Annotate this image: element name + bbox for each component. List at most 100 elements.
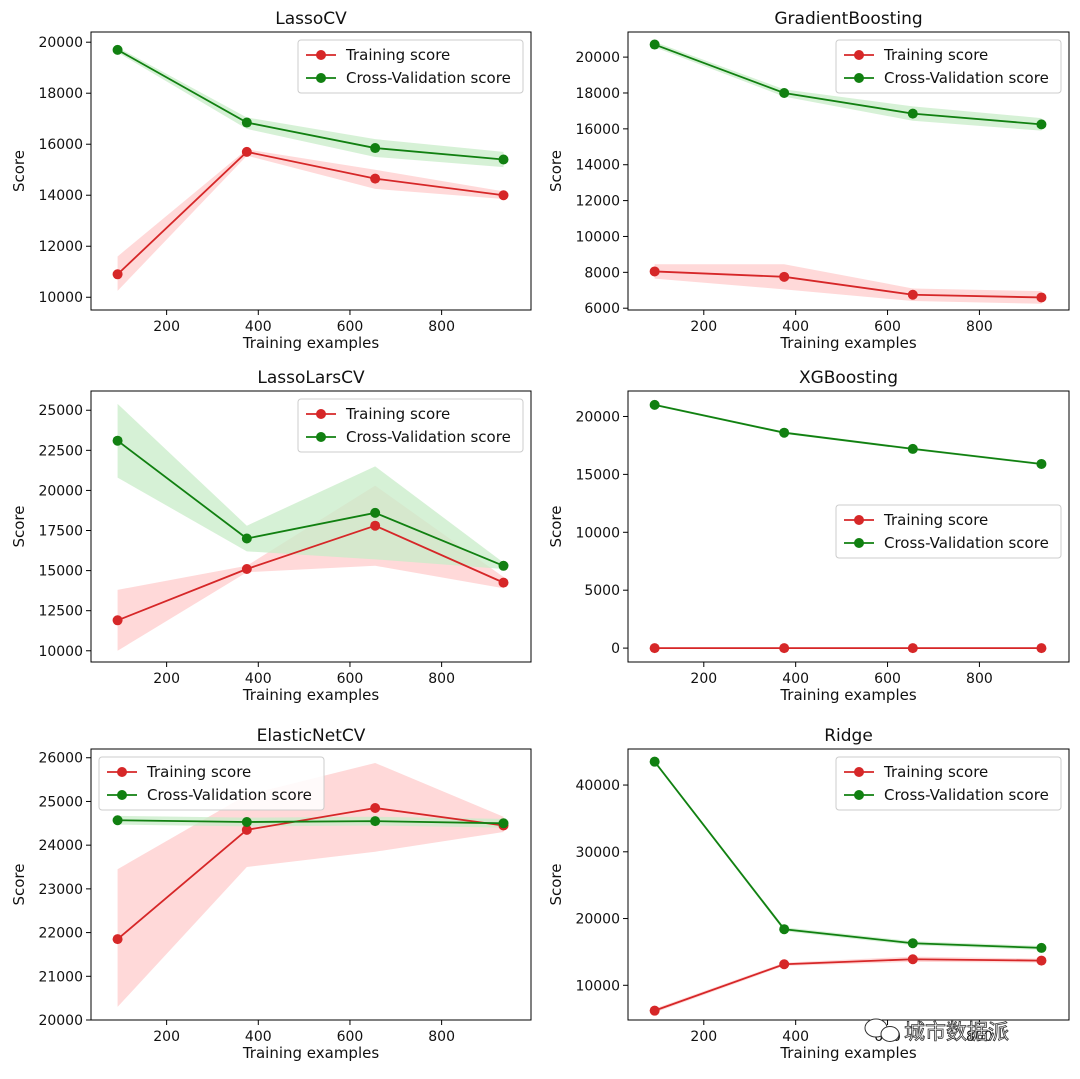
legend-label: Training score <box>883 46 988 64</box>
x-tick-label: 200 <box>153 319 180 335</box>
y-tick-label: 22000 <box>38 926 83 942</box>
x-axis-label: Training examples <box>779 334 917 352</box>
y-tick-label: 15000 <box>575 467 620 483</box>
watermark: 城市数据派 <box>864 1018 1009 1044</box>
x-tick-label: 200 <box>690 671 717 687</box>
legend-box <box>835 504 1062 559</box>
y-tick-label: 10000 <box>38 290 83 306</box>
point-cross-validation-score <box>907 108 918 119</box>
band-cross-validation-score <box>654 403 1042 466</box>
y-tick-label: 10000 <box>575 978 620 994</box>
y-tick-label: 22500 <box>38 443 83 459</box>
point-cross-validation-score <box>1036 458 1047 469</box>
point-training-score <box>779 959 790 970</box>
y-tick-label: 20000 <box>575 409 620 425</box>
x-tick-label: 200 <box>153 1029 180 1045</box>
axes-frame <box>627 748 1070 1021</box>
x-axis-label: Training examples <box>242 334 380 352</box>
legend-marker <box>854 767 864 777</box>
x-tick-label: 600 <box>337 319 364 335</box>
chart-elasticnetcv: 200 400 600 800 20000 21000 22000 23000 24000 250… <box>10 726 532 1062</box>
x-tick-label: 800 <box>966 1029 993 1045</box>
chart-title: LassoCV <box>275 9 347 29</box>
point-training-score <box>649 643 660 654</box>
x-tick-label: 600 <box>874 671 901 687</box>
x-tick-label: 400 <box>782 1029 809 1045</box>
x-tick-label: 800 <box>428 671 455 687</box>
chart-lassolarscv: 200 400 600 800 10000 12500 15000 17500 20000 225… <box>10 368 532 704</box>
point-cross-validation-score <box>907 938 918 949</box>
point-training-score <box>370 520 381 531</box>
legend-label: Cross-Validation score <box>884 534 1049 552</box>
y-tick-label: 16000 <box>38 137 83 153</box>
point-cross-validation-score <box>370 143 381 154</box>
legend: Training score Cross-Validation score <box>835 504 1062 559</box>
y-tick-label: 15000 <box>38 564 83 580</box>
point-training-score <box>112 934 123 945</box>
plot-area <box>649 39 1047 304</box>
x-tick-label: 800 <box>428 319 455 335</box>
point-cross-validation-score <box>907 443 918 454</box>
line-cross-validation-score <box>117 49 504 161</box>
line-cross-validation-score <box>654 43 1042 126</box>
legend-label: Cross-Validation score <box>346 69 511 87</box>
legend: Training score Cross-Validation score <box>297 39 524 94</box>
y-tick-label: 25000 <box>38 794 83 810</box>
y-tick-label: 20000 <box>575 912 620 928</box>
point-training-score <box>112 615 123 626</box>
legend-marker <box>854 50 864 60</box>
point-training-score <box>907 289 918 300</box>
chart-gradientboosting: 200 400 600 800 6000 8000 10000 12000 14000 16000… <box>547 9 1070 352</box>
legend-box <box>297 39 524 94</box>
y-tick-label: 25000 <box>38 403 83 419</box>
point-training-score <box>907 954 918 965</box>
legend-box <box>297 398 524 453</box>
y-tick-label: 16000 <box>575 122 620 138</box>
point-training-score <box>498 577 509 588</box>
y-tick-label: 0 <box>611 641 620 657</box>
point-training-score <box>1036 292 1047 303</box>
point-training-score <box>779 643 790 654</box>
chart-title: GradientBoosting <box>774 9 922 29</box>
point-cross-validation-score <box>649 39 660 50</box>
point-cross-validation-score <box>498 818 509 829</box>
point-training-score <box>779 271 790 282</box>
plot-area <box>112 762 509 1007</box>
line-cross-validation-score <box>117 819 504 825</box>
x-tick-label: 800 <box>966 671 993 687</box>
axes-frame <box>90 390 532 663</box>
legend-label: Cross-Validation score <box>884 69 1049 87</box>
point-training-score <box>1036 643 1047 654</box>
y-axis-label: Score <box>10 863 28 905</box>
point-cross-validation-score <box>241 816 252 827</box>
y-tick-label: 5000 <box>584 583 620 599</box>
point-cross-validation-score <box>370 816 381 827</box>
y-axis-label: Score <box>10 150 28 192</box>
chart-lassocv: 200 400 600 800 10000 12000 14000 16000 18000 200… <box>10 9 532 352</box>
point-training-score <box>649 1005 660 1016</box>
legend-box <box>98 756 325 811</box>
legend-marker <box>316 409 326 419</box>
x-axis-label: Training examples <box>242 1044 380 1062</box>
line-cross-validation-score <box>117 439 504 567</box>
legend: Training score Cross-Validation score <box>297 398 524 453</box>
legend-marker <box>854 515 864 525</box>
legend-label: Cross-Validation score <box>147 786 312 804</box>
y-axis-label: Score <box>547 505 565 547</box>
point-training-score <box>241 563 252 574</box>
y-tick-label: 18000 <box>575 86 620 102</box>
legend-marker <box>117 767 127 777</box>
chart-title: Ridge <box>824 726 873 746</box>
x-tick-label: 400 <box>245 1029 272 1045</box>
line-training-score <box>654 270 1042 299</box>
legend-marker <box>854 790 864 800</box>
chart-ridge: 20040060080010000200003000040000RidgeTra… <box>547 726 1070 1062</box>
plot-area <box>649 756 1047 1016</box>
legend-marker <box>316 50 326 60</box>
point-cross-validation-score <box>779 924 790 935</box>
band-training-score <box>117 149 504 291</box>
point-cross-validation-score <box>112 44 123 55</box>
band-training-score <box>654 956 1042 1013</box>
point-cross-validation-score <box>241 533 252 544</box>
chart-title: XGBoosting <box>799 368 898 388</box>
